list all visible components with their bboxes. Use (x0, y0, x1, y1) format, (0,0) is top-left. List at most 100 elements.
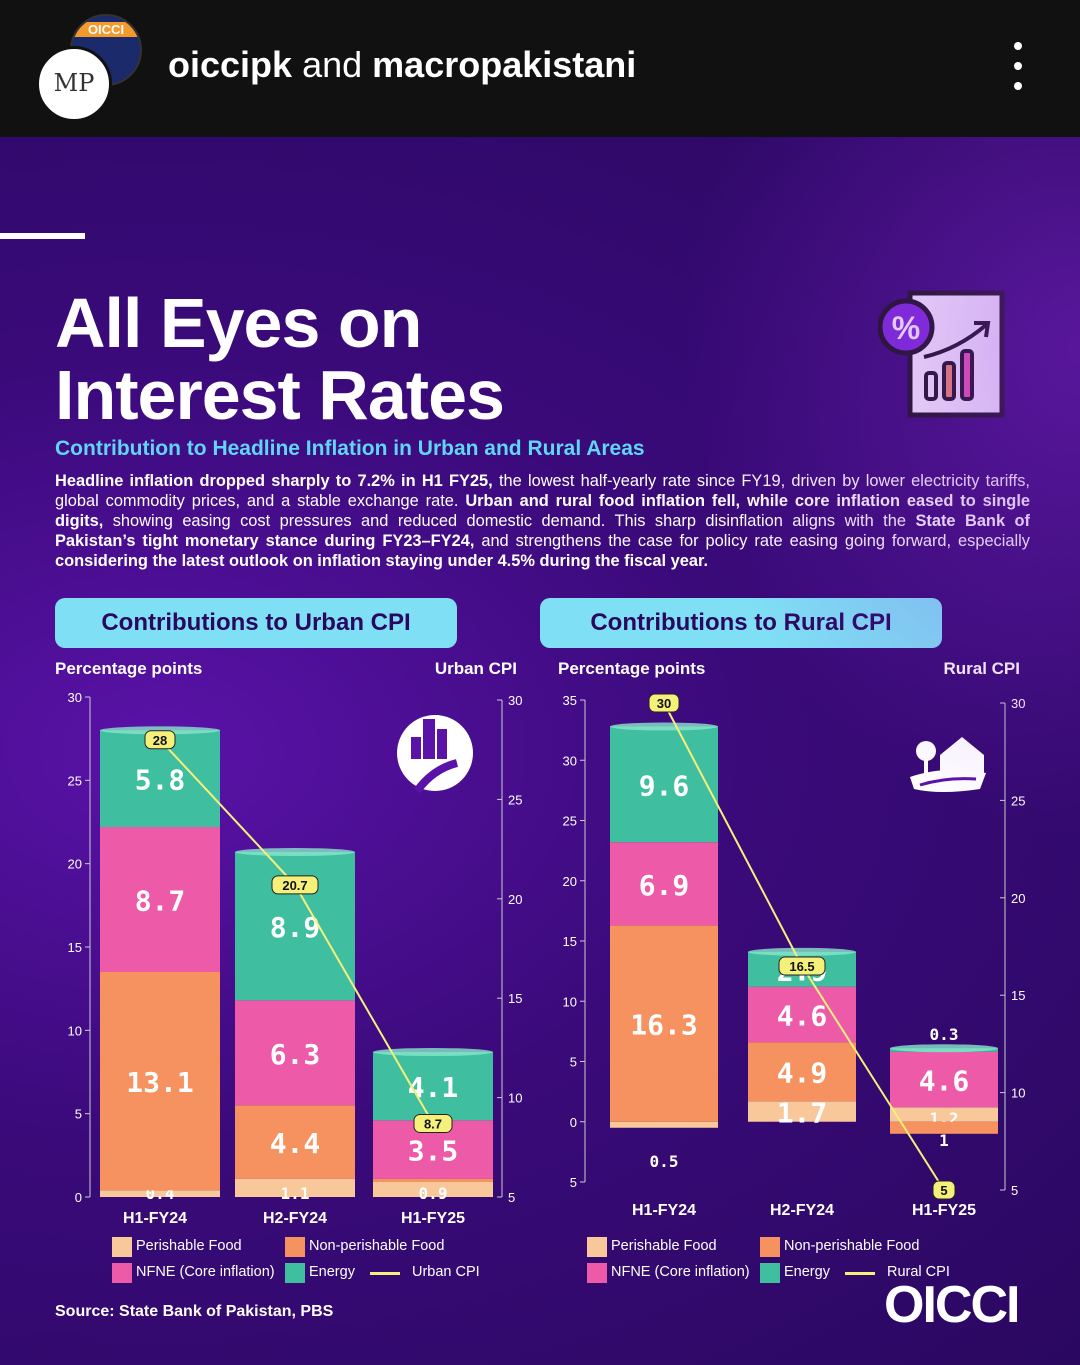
rural-data-label: 0.5 (650, 1152, 679, 1171)
username-macropakistani[interactable]: macropakistani (372, 44, 637, 85)
chart-subtitle: Contribution to Headline Inflation in Ur… (55, 437, 645, 460)
urban-category-label: H1-FY24 (123, 1210, 187, 1227)
username-oiccipk[interactable]: oiccipk (168, 44, 293, 85)
rural-bar-segment (748, 1042, 856, 1102)
legend-swatch (285, 1237, 305, 1257)
legend-label: Energy (784, 1264, 830, 1280)
rural-bar-segment (610, 842, 718, 926)
urban-right-tick-label: 15 (508, 991, 522, 1006)
legend-line-swatch (370, 1272, 400, 1275)
rural-chart-header: Contributions to Rural CPI (540, 598, 942, 648)
rural-data-label: 1.7 (777, 1097, 828, 1130)
urban-bar-segment (373, 1178, 493, 1182)
urban-chart-header: Contributions to Urban CPI (55, 598, 457, 648)
legend-label: NFNE (Core inflation) (611, 1264, 750, 1280)
urban-left-axis-title: Percentage points (55, 659, 202, 678)
urban-left-tick-label: 25 (68, 773, 82, 788)
urban-left-tick-label: 0 (75, 1190, 82, 1205)
post-header: OICCI MP oiccipk and macropakistani (0, 0, 1080, 137)
rural-cpi-point-badge (778, 956, 826, 976)
legend-swatch (760, 1263, 780, 1283)
rural-right-tick-label: 15 (1011, 988, 1025, 1003)
rural-left-axis-title: Percentage points (558, 659, 705, 678)
city-icon (397, 715, 473, 794)
urban-bar-segment (373, 1052, 493, 1121)
rural-category-label: H1-FY24 (632, 1202, 696, 1219)
rural-right-tick-label: 30 (1011, 696, 1025, 711)
more-options-icon[interactable] (1008, 42, 1028, 90)
farmhouse-icon (910, 737, 986, 792)
legend-swatch (587, 1263, 607, 1283)
rural-cpi-point-badge (932, 1180, 956, 1200)
legend-swatch (587, 1237, 607, 1257)
rural-cpi-point-label: 16.5 (789, 959, 814, 974)
title-line-2: Interest Rates (55, 356, 505, 434)
rural-left-tick-label: 15 (563, 934, 577, 949)
rural-bar-segment (748, 1101, 856, 1122)
paragraph-run: and strengthens the case for policy rate… (474, 532, 1030, 550)
rural-left-tick-label: 20 (563, 874, 577, 889)
page-title: All Eyes on Interest Rates (55, 287, 505, 434)
paragraph-run: showing easing cost pressures and reduce… (103, 512, 916, 530)
rural-left-tick-label: 5 (570, 1175, 577, 1190)
legend-label: NFNE (Core inflation) (136, 1264, 275, 1280)
urban-bar-segment (235, 1105, 355, 1179)
urban-data-label: 0.9 (419, 1184, 448, 1203)
source-note: Source: State Bank of Pakistan, PBS (55, 1303, 334, 1320)
rural-bar-cap (610, 722, 718, 731)
rural-data-label: 4.9 (777, 1057, 828, 1090)
urban-bar-segment (235, 1000, 355, 1106)
urban-data-label: 4.1 (408, 1071, 459, 1104)
oicci-logo: OICCI (884, 1276, 1020, 1334)
rural-left-tick-label: 30 (563, 753, 577, 768)
rural-right-tick-label: 5 (1011, 1183, 1018, 1198)
rural-bar-cap (890, 1044, 998, 1053)
rural-data-label: 16.3 (630, 1009, 697, 1042)
urban-bar-segment (100, 827, 220, 972)
post-image: All Eyes on Interest Rates % Contributio… (0, 137, 1080, 1365)
urban-bar-segment (235, 1178, 355, 1197)
rural-right-axis-title: Rural CPI (943, 659, 1020, 678)
rural-right-tick-label: 20 (1011, 891, 1025, 906)
urban-left-tick-label: 30 (68, 690, 82, 705)
rural-data-label: 0.3 (930, 1025, 959, 1044)
legend-label: Rural CPI (887, 1264, 950, 1280)
rural-bar-segment (890, 1107, 998, 1122)
rural-category-label: H1-FY25 (912, 1202, 976, 1219)
urban-right-tick-label: 20 (508, 892, 522, 907)
urban-right-axis-title: Urban CPI (435, 659, 517, 678)
urban-data-label: 6.3 (270, 1038, 321, 1071)
rural-data-label: 4.6 (777, 1000, 828, 1033)
rural-cpi-point-label: 30 (657, 696, 671, 711)
urban-category-label: H2-FY24 (263, 1210, 327, 1227)
urban-right-tick-label: 10 (508, 1091, 522, 1106)
rural-cpi-point-label: 5 (940, 1183, 947, 1198)
rural-right-tick-label: 25 (1011, 793, 1025, 808)
urban-right-tick-label: 5 (508, 1190, 515, 1205)
username-connector: and (302, 44, 363, 85)
legend-label: Non-perishable Food (309, 1238, 445, 1254)
paragraph-run: State Bank of Pakistan’s tight monetary … (55, 512, 1030, 550)
paragraph-run: Urban and rural food inflation fell, whi… (55, 492, 1030, 530)
legend-swatch (112, 1263, 132, 1283)
macropakistani-avatar-text: MP (53, 69, 95, 97)
urban-cpi-point-badge (144, 730, 176, 750)
legend-swatch (112, 1237, 132, 1257)
paragraph-run: considering the latest outlook on inflat… (55, 552, 708, 570)
urban-right-tick-label: 25 (508, 792, 522, 807)
rural-bar-segment (610, 1121, 718, 1128)
urban-data-label: 13.1 (126, 1066, 193, 1099)
legend-label: Perishable Food (611, 1238, 717, 1254)
urban-bar-cap (373, 1048, 493, 1056)
paragraph-run: the lowest half-yearly rate since FY19, … (55, 472, 1030, 510)
legend-label: Energy (309, 1264, 355, 1280)
rural-left-tick-label: 10 (563, 994, 577, 1009)
rural-left-tick-label: 0 (570, 1115, 577, 1130)
urban-left-tick-label: 10 (68, 1023, 82, 1038)
rural-bar-segment (890, 1051, 998, 1108)
macropakistani-avatar[interactable]: MP (36, 46, 112, 122)
rural-bar-segment (890, 1121, 998, 1134)
rural-data-label: 9.6 (639, 769, 690, 802)
urban-data-label: 1.1 (281, 1184, 310, 1203)
rural-data-label: 4.6 (919, 1065, 970, 1098)
